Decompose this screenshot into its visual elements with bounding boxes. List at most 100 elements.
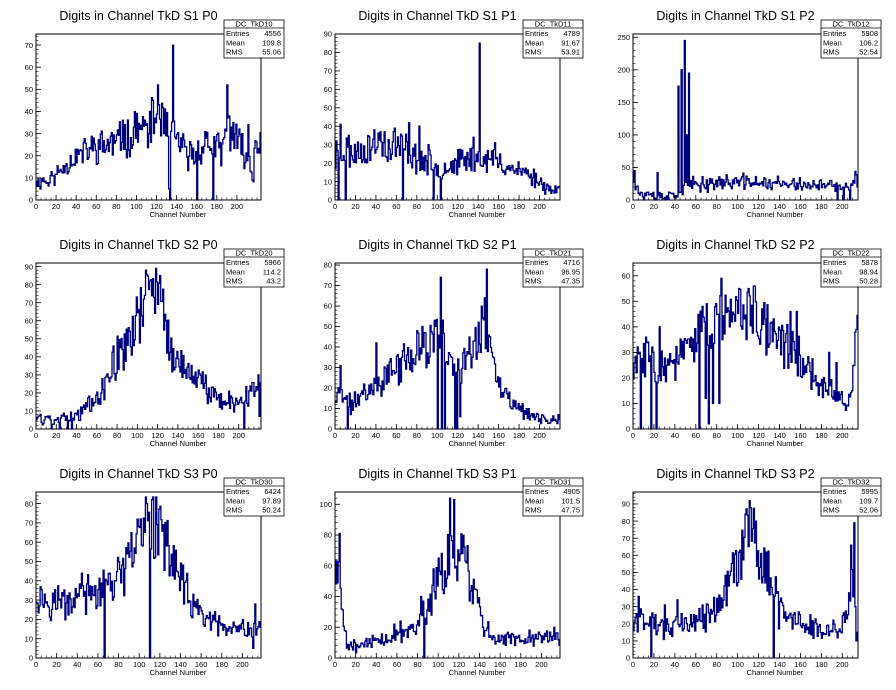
x-tick-label: 200 <box>836 202 849 211</box>
x-tick-label: 80 <box>113 431 121 440</box>
stats-box <box>522 248 584 288</box>
y-tick-label: 80 <box>324 48 332 57</box>
y-tick-label: 80 <box>25 280 33 289</box>
stats-value: 5995 <box>861 487 878 496</box>
y-tick-label: 70 <box>25 298 33 307</box>
histogram-line <box>633 39 858 201</box>
y-tick-label: 90 <box>324 30 332 39</box>
x-tick-label: 140 <box>472 431 485 440</box>
x-tick-label: 60 <box>93 431 101 440</box>
stats-value: 109.8 <box>262 38 281 47</box>
stats-value: 47.75 <box>561 506 580 515</box>
stats-label: RMS <box>823 506 840 515</box>
x-tick-label: 20 <box>650 660 658 669</box>
stats-label: Mean <box>823 38 842 47</box>
y-tick-label: 30 <box>324 363 332 372</box>
stats-value: 4789 <box>563 29 580 38</box>
y-tick-label: 40 <box>622 585 630 594</box>
x-tick-label: 40 <box>72 431 80 440</box>
y-tick-label: 70 <box>622 534 630 543</box>
histogram-title: Digits in Channel TkD S3 P1 <box>358 467 516 481</box>
y-tick-label: 40 <box>324 592 332 601</box>
stats-value: 43.2 <box>266 277 281 286</box>
x-tick-label: 100 <box>431 202 444 211</box>
x-tick-label: 60 <box>392 431 400 440</box>
x-tick-label: 160 <box>794 202 807 211</box>
y-tick-label: 20 <box>324 159 332 168</box>
x-tick-label: 160 <box>492 431 505 440</box>
stats-value: 55.06 <box>262 48 281 57</box>
x-tick-label: 140 <box>773 431 786 440</box>
x-tick-label: 60 <box>692 202 700 211</box>
stats-value: 4905 <box>563 487 580 496</box>
stats-label: Mean <box>525 267 544 276</box>
stats-value: 6424 <box>264 487 281 496</box>
stats-name: DC_TkD11 <box>535 20 572 29</box>
y-tick-label: 60 <box>324 561 332 570</box>
stats-label: RMS <box>525 48 542 57</box>
y-tick-label: 20 <box>324 384 332 393</box>
histogram-line <box>36 267 261 430</box>
y-tick-label: 10 <box>25 407 33 416</box>
plot-frame <box>35 33 262 201</box>
x-tick-label: 100 <box>431 431 444 440</box>
x-tick-label: 140 <box>472 202 485 211</box>
y-tick-label: 20 <box>25 615 33 624</box>
x-tick-label: 20 <box>52 202 60 211</box>
y-tick-label: 30 <box>25 371 33 380</box>
stats-name: DC_TkD12 <box>832 20 869 29</box>
x-tick-label: 160 <box>190 202 203 211</box>
x-tick-label: 100 <box>432 660 445 669</box>
stats-value: 5908 <box>861 29 878 38</box>
x-tick-label: 200 <box>232 431 245 440</box>
x-tick-label: 120 <box>154 660 167 669</box>
stats-label: Entries <box>525 487 549 496</box>
stats-value: 5878 <box>861 258 878 267</box>
stats-name: DC_TkD30 <box>235 478 272 487</box>
y-tick-label: 30 <box>324 140 332 149</box>
x-tick-label: 20 <box>351 202 359 211</box>
x-axis-label: Channel Number <box>747 439 804 448</box>
histogram-title: Digits in Channel TkD S2 P0 <box>59 238 217 252</box>
y-tick-label: 200 <box>617 66 630 75</box>
x-axis-label: Channel Number <box>449 668 506 677</box>
stats-label: Mean <box>823 496 842 505</box>
x-tick-label: 140 <box>170 202 183 211</box>
x-tick-label: 200 <box>236 660 249 669</box>
y-tick-label: 50 <box>25 334 33 343</box>
x-tick-label: 200 <box>836 431 849 440</box>
histogram-title: Digits in Channel TkD S3 P0 <box>59 467 217 481</box>
y-tick-label: 50 <box>25 557 33 566</box>
stats-value: 109.7 <box>859 496 878 505</box>
x-tick-label: 120 <box>453 660 466 669</box>
x-tick-label: 0 <box>631 202 635 211</box>
y-tick-label: 150 <box>617 98 630 107</box>
x-tick-label: 0 <box>34 202 38 211</box>
y-tick-label: 50 <box>622 163 630 172</box>
stats-value: 101.5 <box>561 496 580 505</box>
x-tick-label: 40 <box>671 202 679 211</box>
stats-label: Mean <box>525 496 544 505</box>
y-tick-label: 20 <box>622 619 630 628</box>
stats-label: RMS <box>823 277 840 286</box>
x-tick-label: 160 <box>192 431 205 440</box>
y-tick-label: 10 <box>622 399 630 408</box>
x-tick-label: 80 <box>713 202 721 211</box>
stats-value: 96.95 <box>561 267 580 276</box>
y-tick-label: 40 <box>25 353 33 362</box>
stats-value: 91.67 <box>561 38 580 47</box>
x-tick-label: 60 <box>692 431 700 440</box>
x-tick-label: 120 <box>451 431 464 440</box>
stats-value: 5966 <box>264 258 281 267</box>
x-tick-label: 80 <box>413 660 421 669</box>
y-tick-label: 50 <box>25 85 33 94</box>
x-tick-label: 20 <box>351 660 359 669</box>
y-tick-label: 30 <box>622 602 630 611</box>
x-tick-label: 40 <box>671 431 679 440</box>
y-tick-label: 60 <box>622 271 630 280</box>
stats-value: 50.28 <box>859 277 878 286</box>
x-tick-label: 40 <box>372 431 380 440</box>
histogram-panel-9: Digits in Channel TkD S3 P20 20 40 60 80 100 1… <box>622 467 882 677</box>
histogram-title: Digits in Channel TkD S1 P2 <box>656 9 814 23</box>
